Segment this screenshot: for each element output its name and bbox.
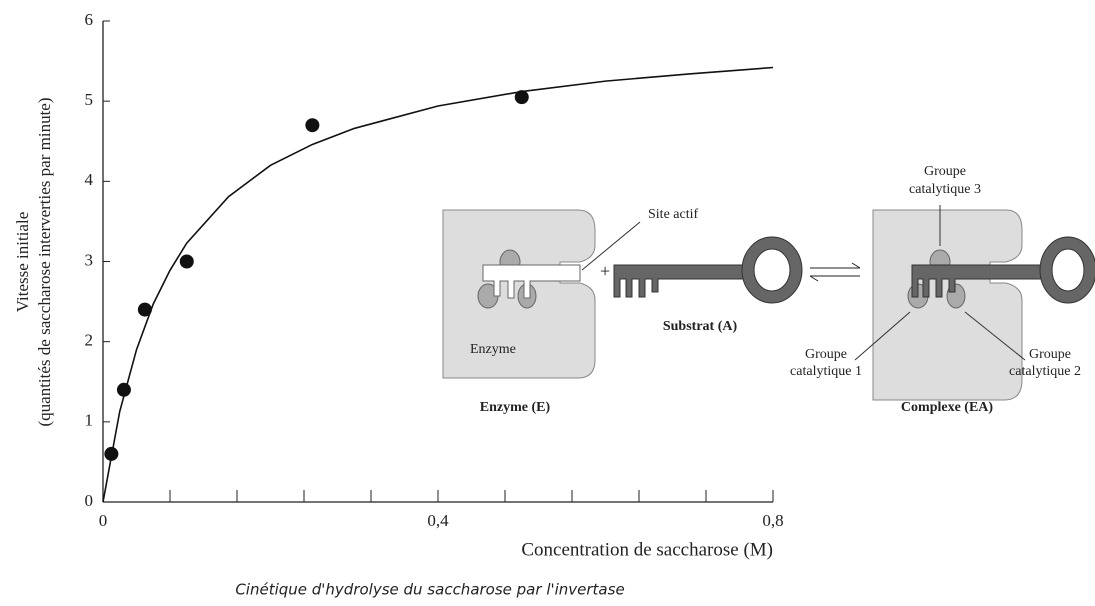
data-point (305, 118, 319, 132)
label: Enzyme (470, 342, 516, 357)
label: Groupe (805, 347, 847, 362)
key (614, 237, 802, 303)
y-tick-label: 5 (85, 90, 94, 109)
x-tick-label: 0,4 (427, 511, 449, 530)
label: Site actif (648, 207, 698, 222)
label: catalytique 1 (790, 364, 862, 379)
data-point (180, 255, 194, 269)
diagram: Site actif Enzyme Enzyme (E) + Substrat … (443, 164, 1095, 415)
label: catalytique 2 (1009, 364, 1081, 379)
label: Groupe (924, 164, 966, 179)
equilibrium (810, 263, 860, 281)
label: Groupe (1029, 347, 1071, 362)
y-tick-label: 6 (85, 10, 94, 29)
complex-shape (873, 210, 1022, 400)
y-label-line: (quantités de saccharose interverties pa… (35, 97, 54, 426)
label: Enzyme (E) (480, 400, 551, 415)
label: catalytique 3 (909, 182, 981, 197)
data-point (104, 447, 118, 461)
page: Vitesse initiale (quantités de saccharos… (0, 0, 1095, 606)
plus: + (600, 261, 610, 281)
data-point (138, 303, 152, 317)
y-tick-label: 0 (85, 491, 94, 510)
x-axis-title: Concentration de saccharose (M) (521, 539, 773, 560)
y-tick-label: 4 (85, 170, 94, 189)
data-point (515, 90, 529, 104)
label: Complexe (EA) (901, 400, 993, 415)
x-tick-label: 0,8 (762, 511, 783, 530)
y-axis-title: Vitesse initiale (quantités de saccharos… (13, 97, 54, 426)
y-tick-label: 1 (85, 411, 94, 430)
y-tick-label: 3 (85, 250, 94, 269)
y-tick-label: 2 (85, 331, 94, 350)
x-tick-label: 0 (99, 511, 108, 530)
caption: Cinétique d'hydrolyse du saccharose par … (235, 581, 624, 599)
y-label-line: Vitesse initiale (13, 212, 32, 312)
label: Substrat (A) (663, 319, 738, 334)
data-point (117, 383, 131, 397)
fit-curve (103, 67, 773, 502)
